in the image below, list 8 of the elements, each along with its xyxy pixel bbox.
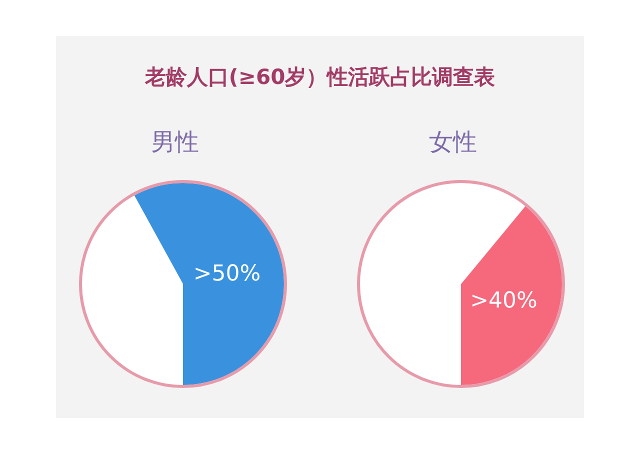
pie-slice bbox=[134, 183, 284, 385]
data-label: >40% bbox=[470, 288, 538, 314]
pie-slice bbox=[461, 206, 562, 385]
pie-slice bbox=[82, 195, 183, 385]
chart-title: 男性 bbox=[151, 128, 199, 156]
text: 老龄人口(≥60岁）性活跃占比调查表 bbox=[144, 65, 496, 89]
chart-title: 女性 bbox=[429, 128, 477, 156]
data-label: >50% bbox=[193, 262, 261, 287]
